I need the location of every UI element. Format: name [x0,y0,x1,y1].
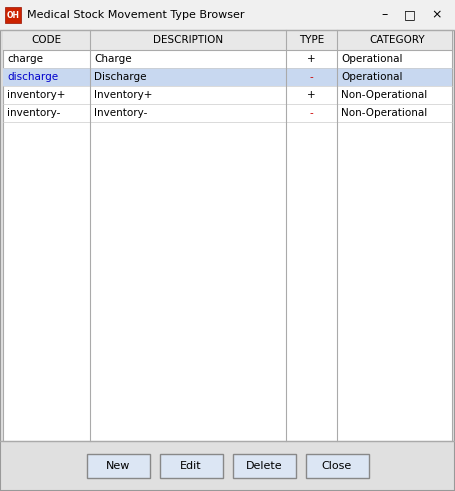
Text: □: □ [404,8,416,22]
Bar [233,455,297,479]
Bar [0,0,455,30]
Text: DESCRIPTION: DESCRIPTION [153,35,223,45]
Text: New: New [106,461,130,471]
Bar [3,68,452,86]
Bar [305,454,369,478]
Text: Close: Close [322,461,352,471]
Text: OH: OH [6,10,20,20]
Bar [86,454,150,478]
Bar [5,7,21,23]
Bar [3,30,452,50]
Text: ×: × [432,8,442,22]
Text: Inventory-: Inventory- [94,108,147,118]
Text: CODE: CODE [31,35,61,45]
Bar [307,455,369,479]
Bar [87,455,151,479]
Text: inventory-: inventory- [7,108,61,118]
Text: -: - [309,108,313,118]
Text: discharge: discharge [7,72,58,82]
Text: Operational: Operational [341,72,403,82]
Text: Non-Operational: Non-Operational [341,108,427,118]
Text: Edit: Edit [180,461,202,471]
Text: TYPE: TYPE [299,35,324,45]
Text: inventory+: inventory+ [7,90,66,100]
Text: Operational: Operational [341,54,403,64]
Text: Charge: Charge [94,54,131,64]
Bar [160,454,222,478]
Bar [233,454,295,478]
Text: Inventory+: Inventory+ [94,90,152,100]
Text: –: – [382,8,388,22]
Bar [161,455,223,479]
Text: Non-Operational: Non-Operational [341,90,427,100]
Text: CATEGORY: CATEGORY [369,35,425,45]
Text: -: - [309,72,313,82]
Text: charge: charge [7,54,43,64]
Text: Discharge: Discharge [94,72,147,82]
Text: +: + [307,54,316,64]
Text: Delete: Delete [246,461,282,471]
Text: +: + [307,90,316,100]
Text: Medical Stock Movement Type Browser: Medical Stock Movement Type Browser [27,10,244,20]
Bar [3,30,452,441]
